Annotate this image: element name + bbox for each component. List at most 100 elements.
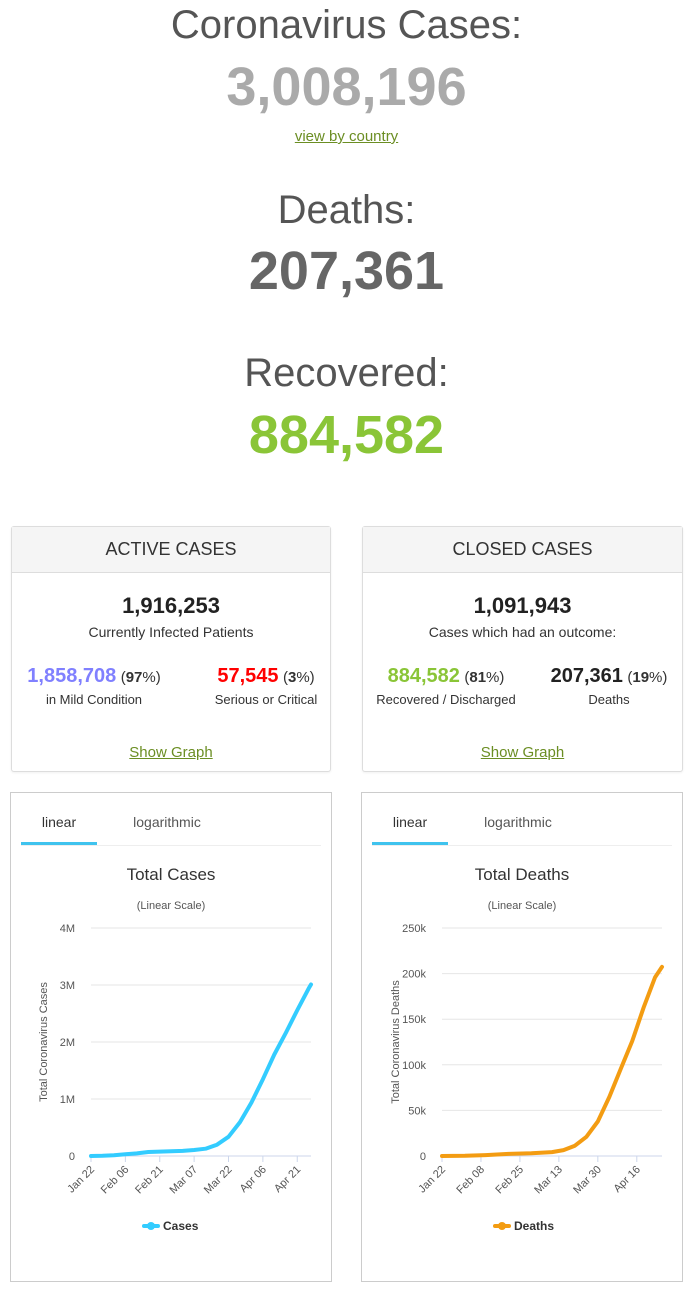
deaths-x-tick-label: Jan 22	[416, 1164, 448, 1196]
closed-recovered-value: 884,582	[387, 665, 460, 687]
recovered-value: 884,582	[248, 405, 445, 465]
cases-value-wrap: 3,008,196	[0, 60, 693, 114]
deaths-value-wrap: 207,361	[0, 244, 693, 298]
deaths-y-tick-label: 250k	[402, 923, 426, 935]
deaths-y-tick-label: 200k	[402, 969, 426, 981]
recovered-label: Recovered:	[244, 351, 449, 395]
closed-recovered-pct-open: (	[464, 669, 470, 686]
cases-value: 3,008,196	[226, 57, 467, 117]
closed-recovered-label: Recovered / Discharged	[376, 692, 516, 707]
cases-chart-tabs: linear logarithmic	[21, 811, 321, 846]
deaths-series-line	[440, 964, 664, 1158]
recovered-block: Recovered:	[0, 353, 693, 393]
closed-recovered-pct: 81	[469, 669, 487, 686]
serious-pct-close: %)	[296, 669, 315, 686]
cases-legend-marker	[147, 1222, 155, 1230]
deaths-y-tick-label: 100k	[402, 1060, 426, 1072]
view-link-wrap: view by country	[0, 128, 693, 146]
cases-y-tick-label: 3M	[60, 980, 75, 992]
deaths-x-tick-label: Mar 13	[532, 1164, 565, 1197]
cases-tab-logarithmic[interactable]: logarithmic	[133, 814, 201, 830]
deaths-tab-logarithmic[interactable]: logarithmic	[484, 814, 552, 830]
deaths-x-tick-label: Feb 08	[454, 1164, 487, 1197]
active-cases-panel: ACTIVE CASES 1,916,253 Currently Infecte…	[11, 526, 331, 772]
cases-y-tick-label: 4M	[60, 923, 75, 935]
closed-deaths-pct: 19	[632, 669, 650, 686]
closed-deaths-stat: 207,361 (19%) Deaths	[529, 665, 689, 707]
mild-label: in Mild Condition	[45, 692, 143, 707]
deaths-tab-linear[interactable]: linear	[372, 814, 448, 845]
cases-x-tick-label: Feb 06	[99, 1164, 132, 1197]
deaths-chart-panel: linear logarithmic Total Deaths (Linear S…	[361, 792, 683, 1282]
recovered-value-wrap: 884,582	[0, 408, 693, 462]
cases-block: Coronavirus Cases:	[0, 5, 693, 45]
cases-chart-subtitle: (Linear Scale)	[137, 900, 205, 912]
mild-value: 1,858,708	[27, 665, 117, 687]
deaths-legend-label: Deaths	[514, 1219, 554, 1233]
closed-cases-header: CLOSED CASES	[363, 527, 682, 573]
deaths-value: 207,361	[248, 241, 445, 301]
cases-tab-linear[interactable]: linear	[21, 814, 97, 845]
active-total-label: Currently Infected Patients	[88, 624, 254, 640]
cases-y-axis-label: Total Coronavirus Cases	[38, 982, 50, 1102]
active-cases-header: ACTIVE CASES	[12, 527, 330, 573]
closed-deaths-label: Deaths	[588, 692, 630, 707]
deaths-x-tick-label: Feb 25	[493, 1164, 526, 1197]
deaths-y-tick-label: 50k	[408, 1105, 426, 1117]
active-show-graph-wrap: Show Graph	[12, 744, 330, 762]
deaths-chart-title: Total Deaths	[475, 865, 570, 884]
closed-total-label: Cases which had an outcome:	[428, 624, 617, 640]
closed-cases-panel: CLOSED CASES 1,091,943 Cases which had a…	[362, 526, 683, 772]
closed-show-graph-wrap: Show Graph	[363, 744, 682, 762]
closed-deaths-pct-close: %)	[649, 669, 668, 686]
cases-chart-title: Total Cases	[127, 865, 216, 884]
closed-show-graph-link[interactable]: Show Graph	[480, 744, 565, 761]
active-show-graph-link[interactable]: Show Graph	[129, 744, 213, 761]
active-total: 1,916,253	[122, 593, 220, 618]
closed-total: 1,091,943	[473, 593, 572, 618]
deaths-chart: Total Deaths (Linear Scale) 0 50k 100k 150k 20…	[390, 865, 664, 1233]
cases-x-tick-label: Apr 21	[272, 1164, 303, 1195]
deaths-y-tick-label: 0	[420, 1151, 426, 1163]
mild-stat: 1,858,708 (97%) in Mild Condition	[14, 665, 174, 707]
cases-x-tick-label: Feb 21	[133, 1164, 166, 1197]
closed-deaths-value: 207,361	[550, 665, 623, 687]
view-by-country-link[interactable]: view by country	[294, 128, 399, 145]
deaths-legend-marker	[498, 1222, 506, 1230]
cases-y-tick-label: 1M	[60, 1094, 75, 1106]
cases-x-tick-label: Mar 07	[168, 1164, 201, 1197]
cases-legend-label: Cases	[163, 1219, 199, 1233]
deaths-label: Deaths:	[277, 188, 416, 232]
cases-x-tick-label: Mar 22	[202, 1164, 235, 1197]
deaths-x-tick-label: Apr 16	[612, 1164, 643, 1195]
cases-x-tick-label: Jan 22	[65, 1164, 97, 1196]
mild-pct-close: %)	[142, 669, 161, 686]
serious-pct-group: (3%)	[283, 669, 315, 686]
cases-y-tick-label: 2M	[60, 1037, 75, 1049]
serious-value: 57,545	[217, 665, 279, 687]
cases-label: Coronavirus Cases:	[170, 3, 523, 47]
deaths-chart-subtitle: (Linear Scale)	[488, 900, 556, 912]
deaths-y-tick-label: 150k	[402, 1014, 426, 1026]
cases-series-line	[89, 982, 313, 1158]
cases-chart: Total Cases (Linear Scale) 0 1M 2M 3M 4M Total …	[38, 865, 313, 1233]
cases-x-tick-label: Apr 06	[238, 1164, 269, 1195]
serious-label: Serious or Critical	[214, 692, 318, 707]
serious-pct-open: (	[282, 669, 288, 686]
cases-chart-panel: linear logarithmic Total Cases (Linear Sc…	[10, 792, 332, 1282]
serious-stat: 57,545 (3%) Serious or Critical	[186, 665, 346, 707]
closed-deaths-pct-open: (	[627, 669, 633, 686]
mild-pct-open: (	[120, 669, 126, 686]
cases-y-tick-label: 0	[69, 1151, 75, 1163]
mild-pct-group: (97%)	[121, 669, 161, 686]
serious-pct: 3	[287, 669, 297, 686]
closed-deaths-pct-group: (19%)	[627, 669, 667, 686]
deaths-x-tick-label: Mar 30	[571, 1164, 604, 1197]
closed-recovered-pct-close: %)	[486, 669, 505, 686]
closed-recovered-stat: 884,582 (81%) Recovered / Discharged	[366, 665, 526, 707]
deaths-chart-tabs: linear logarithmic	[372, 811, 672, 846]
closed-recovered-pct-group: (81%)	[464, 669, 504, 686]
mild-pct: 97	[125, 669, 143, 686]
deaths-y-axis-label: Total Coronavirus Deaths	[390, 980, 402, 1104]
deaths-block: Deaths:	[0, 190, 693, 230]
